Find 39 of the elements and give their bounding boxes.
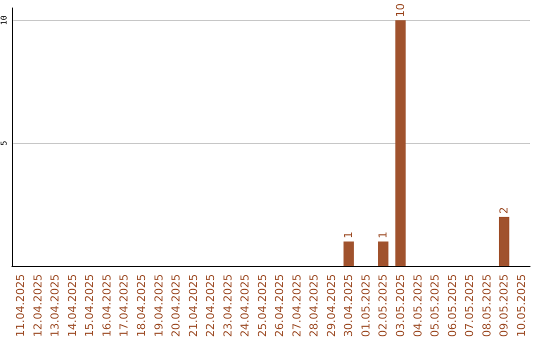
x-tick-label: 05.05.2025 (428, 274, 442, 338)
x-tick-label: 11.04.2025 (14, 274, 28, 338)
x-tick-label: 28.04.2025 (308, 274, 321, 338)
x-tick-label: 27.04.2025 (290, 274, 304, 338)
x-tick-label: 20.04.2025 (170, 274, 183, 338)
x-tick-label: 22.04.2025 (204, 274, 218, 338)
x-tick-label: 06.05.2025 (446, 274, 459, 338)
bar (395, 20, 406, 266)
data-label: 10 (394, 3, 407, 18)
x-tick-label: 30.04.2025 (342, 274, 356, 338)
x-tick-label: 10.05.2025 (514, 274, 528, 338)
x-tick-label: 19.04.2025 (152, 274, 166, 338)
data-label: 1 (376, 231, 390, 238)
x-tick-label: 09.05.2025 (498, 274, 511, 338)
x-tick-label: 07.05.2025 (463, 274, 476, 338)
x-tick-label: 25.04.2025 (256, 274, 269, 338)
data-label: 2 (498, 206, 511, 214)
x-tick-label: 12.04.2025 (31, 274, 44, 338)
x-tick-label: 18.04.2025 (135, 274, 148, 338)
x-tick-label: 15.04.2025 (83, 274, 96, 338)
data-label: 1 (342, 231, 356, 238)
x-tick-label: 13.04.2025 (48, 274, 62, 338)
x-tick-label: 29.04.2025 (324, 274, 338, 338)
x-tick-label: 17.04.2025 (118, 274, 131, 338)
x-tick-label: 23.04.2025 (221, 274, 234, 338)
x-tick-label: 16.04.2025 (100, 274, 114, 338)
x-tick-label: 03.05.2025 (394, 274, 407, 338)
x-tick-label: 24.04.2025 (238, 274, 252, 338)
x-tick-label: 14.04.2025 (66, 274, 79, 338)
x-tick-label: 26.04.2025 (273, 274, 286, 338)
x-tick-label: 21.04.2025 (186, 274, 200, 338)
x-tick-label: 04.05.2025 (411, 274, 424, 338)
x-tick-label: 02.05.2025 (376, 274, 390, 338)
y-tick-label: 5 (0, 140, 8, 146)
bar (378, 241, 388, 266)
bar (344, 241, 354, 266)
bar (498, 216, 510, 266)
x-tick-label: 01.05.2025 (359, 274, 372, 338)
x-tick-label: 08.05.2025 (480, 274, 494, 338)
